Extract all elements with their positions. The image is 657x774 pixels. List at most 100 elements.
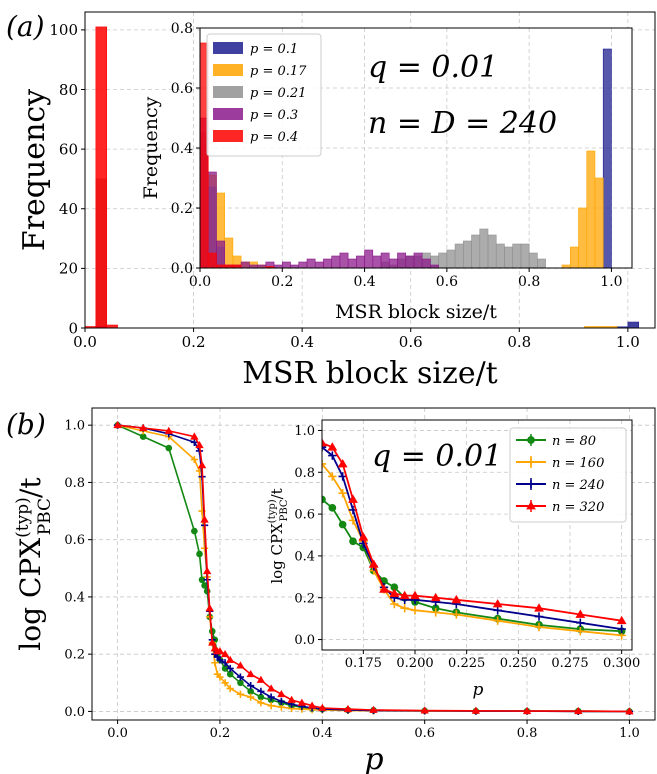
panel-a-ytick-label: 20 [59, 260, 78, 278]
panel-a-inset-bar [504, 246, 513, 268]
panel-a-inset-ticks: 0.0 0.2 0.4 0.6 0.8 1.0 0.0 0.2 0.4 0.6 0.8 [171, 21, 623, 290]
panel-b-point [190, 432, 199, 440]
panel-b-point [201, 582, 208, 589]
panel-a-inset-bar [405, 255, 415, 268]
panel-b-xtick-label: 0.8 [517, 726, 538, 741]
panel-b-point [247, 682, 255, 690]
panel-a-legend-swatch [213, 86, 243, 98]
panel-b-point [190, 438, 198, 446]
panel-a-inset-bar [372, 255, 382, 268]
panel-b-inset-point [575, 609, 586, 618]
panel-b-point [257, 687, 265, 695]
panel-a-bar [95, 26, 108, 328]
panel-b-inset-ytick-label: 0.4 [294, 549, 315, 564]
panel-a-inset-bar [306, 258, 316, 268]
svg-text:log CPX(typ)PBC/t: log CPX(typ)PBC/t [267, 488, 290, 583]
panel-b-inset-xtick-label: 0.250 [500, 656, 537, 671]
panel-b-ytick-label: 0.8 [64, 476, 85, 491]
panel-b-inset-point [452, 610, 461, 619]
panel-a-annotation-n: n = D = 240 [368, 106, 557, 141]
panel-b-inset-point [390, 583, 399, 592]
panel-a-inset-bar [207, 252, 217, 268]
panel-a-inset-bar [495, 243, 505, 268]
panel-b-inset-point [534, 622, 544, 632]
panel-a-inset-bar [586, 150, 596, 268]
panel-b-inset-series-line [322, 463, 622, 637]
panel-b-point [190, 455, 198, 464]
panel-b-ytick-label: 1.0 [64, 419, 85, 434]
panel-a-ytick-label: 100 [49, 21, 78, 39]
panel-b-inset-xtick-label: 0.175 [345, 656, 382, 671]
panel-b-point [420, 706, 429, 714]
panel-b-label: (b) [6, 408, 46, 441]
panel-b-point [257, 693, 265, 701]
panel-b-inset-point [328, 472, 337, 481]
panel-a-inset-bar [421, 258, 431, 268]
panel-b-inset-point [410, 590, 420, 600]
panel-b-point [369, 705, 378, 713]
panel-b-ticks: 0.0 0.2 0.4 0.6 0.8 1.0 0.0 0.2 0.4 0.6 0.8 1.0 [64, 419, 639, 741]
panel-b-point [202, 566, 212, 575]
panel-b-point [236, 690, 245, 698]
panel-a-inset-xtick-label: 1.0 [600, 274, 622, 290]
panel-a-main: 0.0 0.2 0.4 0.6 0.8 1.0 0 20 40 60 80 100 MSR block… [17, 11, 656, 391]
panel-b-point [287, 695, 296, 703]
panel-b-inset-point [492, 599, 503, 608]
panel-b-inset-point [410, 606, 420, 615]
panel-b-legend-entry: n = 160 [552, 456, 604, 471]
panel-b-inset-point [389, 588, 400, 597]
panel-b-inset-point [348, 494, 358, 503]
panel-a-inset-xtick-label: 0.0 [189, 274, 211, 290]
panel-b-inset-ytick-label: 1.0 [294, 424, 315, 439]
panel-a-xtick-label: 0.4 [290, 333, 314, 351]
panel-b-xtick-label: 0.6 [414, 726, 435, 741]
panel-a-xlabel: MSR block size/t [242, 356, 497, 391]
panel-b-point [138, 423, 148, 431]
panel-b-inset-point [451, 594, 462, 604]
panel-a-legend-swatch [213, 130, 243, 142]
panel-b-inset-point [368, 559, 379, 568]
panel-b-point [211, 659, 219, 667]
panel-a-legend: p = 0.1 p = 0.17 p = 0.21 p = 0.3 p = 0.4 [206, 33, 322, 157]
panel-b-annotation-q: q = 0.01 [372, 439, 502, 474]
panel-a-inset-bar [602, 48, 612, 268]
panel-a-inset-bar [463, 240, 472, 268]
panel-b-point [247, 688, 254, 695]
panel-b-inset-xtick-label: 0.300 [603, 656, 640, 671]
panel-b-main: 0.0 0.2 0.4 0.6 0.8 1.0 0.0 0.2 0.4 0.6 0.8 1.0 p l… [13, 407, 656, 774]
panel-b-point [247, 693, 255, 701]
panel-b-point [277, 690, 286, 698]
panel-b-inset-point [349, 537, 357, 546]
panel-b-inset-series-line [322, 442, 622, 622]
panel-b-point [625, 707, 634, 715]
panel-b-point [307, 701, 317, 709]
panel-b-point [165, 444, 173, 452]
panel-a-inset-bar [594, 177, 604, 268]
panel-a-legend-entry: p = 0.17 [250, 64, 307, 79]
panel-b-inset-point [322, 438, 327, 447]
panel-b-inset-point [337, 459, 348, 468]
panel-b-point [200, 515, 209, 523]
panel-a-inset-xtick-label: 0.4 [353, 274, 375, 290]
panel-b-inset-point [400, 603, 409, 613]
panel-a-inset-bar [397, 252, 407, 268]
panel-a-inset-xtick-label: 0.6 [436, 274, 458, 290]
panel-b-point [343, 704, 353, 713]
panel-a-inset-ytick-label: 0.2 [171, 201, 193, 217]
panel-b-point [236, 673, 245, 681]
panel-b-inset-point [327, 442, 338, 451]
panel-b-legend-point [526, 457, 536, 467]
panel-b-point [139, 433, 147, 440]
panel-b-xtick-label: 0.4 [312, 726, 333, 741]
panel-b-legend-box [509, 427, 627, 523]
panel-a-inset-bars [200, 42, 612, 268]
panel-b-inset-ytick-label: 0.6 [294, 508, 315, 523]
panel-b-point [246, 670, 255, 678]
panel-b-point [256, 675, 266, 683]
panel-b-inset-point [338, 488, 347, 498]
panel-a-ticks: 0.0 0.2 0.4 0.6 0.8 1.0 0 20 40 60 80 100 [49, 21, 639, 351]
panel-a-inset-bar [569, 246, 579, 268]
panel-b-inset-point [358, 532, 369, 541]
panel-b-ytick-label: 0.4 [64, 590, 85, 605]
panel-a-inset-bar [413, 252, 423, 268]
